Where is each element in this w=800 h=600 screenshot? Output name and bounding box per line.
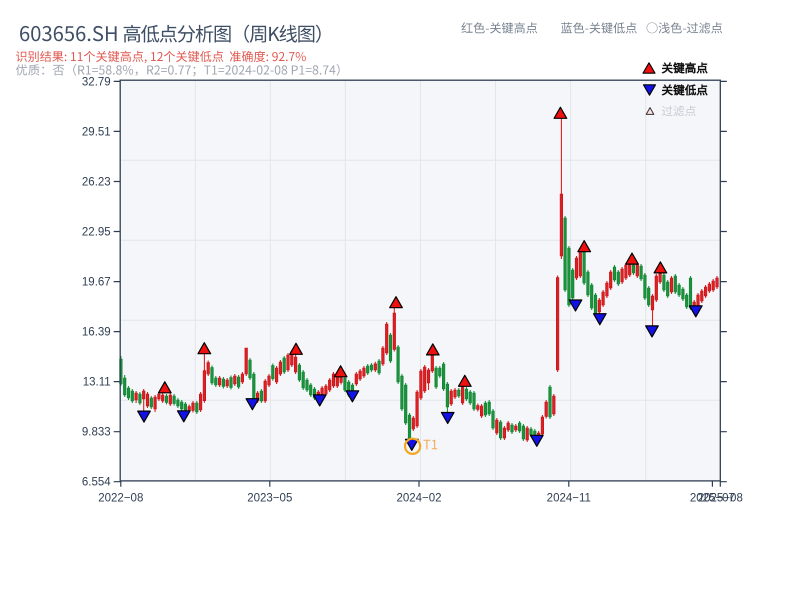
svg-text:2024−11: 2024−11 [547,493,591,505]
svg-text:26.23: 26.23 [82,177,111,189]
svg-text:2025−08: 2025−08 [698,493,743,505]
svg-text:13.11: 13.11 [83,377,111,389]
svg-text:19.67: 19.67 [82,277,111,289]
svg-text:2024−02: 2024−02 [396,493,441,505]
svg-text:29.51: 29.51 [82,126,111,138]
svg-text:2025−07: 2025−07 [690,493,735,505]
svg-text:2022−08: 2022−08 [98,493,143,505]
svg-text:9.833: 9.833 [82,427,111,439]
svg-text:22.95: 22.95 [82,227,111,239]
svg-text:2023−05: 2023−05 [247,493,292,505]
svg-text:32.79: 32.79 [82,76,111,88]
svg-text:16.39: 16.39 [82,327,111,339]
svg-text:6.554: 6.554 [82,477,111,489]
